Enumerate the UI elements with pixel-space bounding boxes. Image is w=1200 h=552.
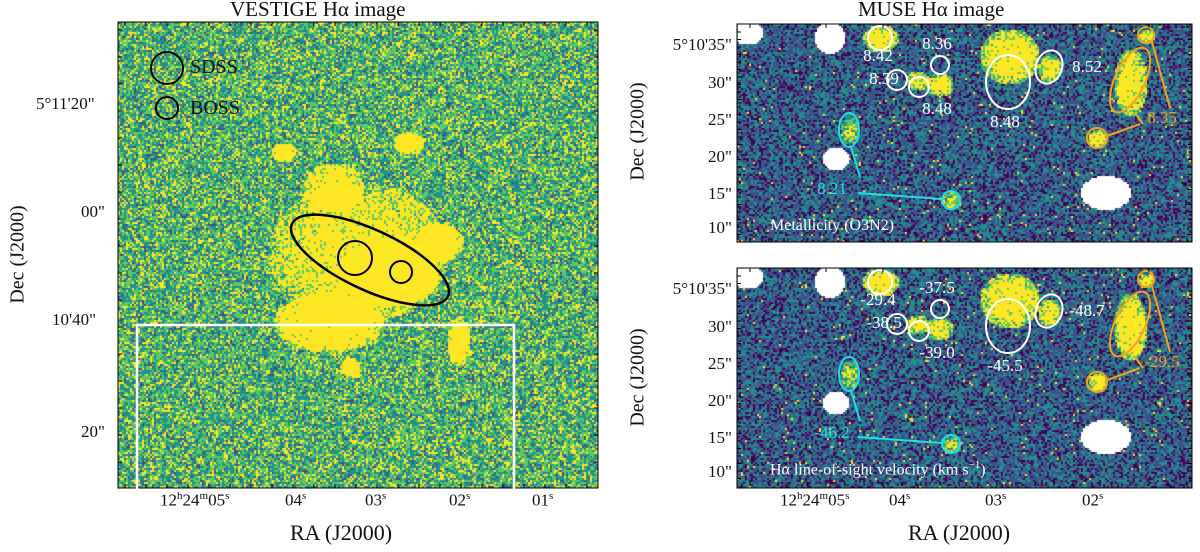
top-caption: Metallicity (O3N2) xyxy=(770,217,894,234)
region-label-e: -45.5 xyxy=(987,356,1023,375)
region-label-e: 8.48 xyxy=(990,112,1020,131)
leader-line-orange xyxy=(1134,112,1144,125)
top-frame xyxy=(736,23,1193,243)
region-circle-orange xyxy=(1137,270,1155,288)
region-label-a: 8.42 xyxy=(863,46,893,65)
region-circle-orange xyxy=(1086,371,1108,393)
region-label-f: -48.7 xyxy=(1069,301,1105,320)
region-ellipse-orange xyxy=(1108,46,1152,114)
region-ellipse xyxy=(1034,293,1064,329)
region-ellipse xyxy=(867,25,893,51)
legend-sdss-symbol xyxy=(150,51,184,85)
top-ylabel: Dec (J2000) xyxy=(626,82,649,181)
region-label-a: -29.4 xyxy=(860,290,896,309)
bottom-frame xyxy=(736,267,1193,489)
region-ellipse-orange xyxy=(1108,290,1152,358)
leader-line-cyan xyxy=(857,436,943,444)
right-title: MUSE Hα image xyxy=(858,0,1005,21)
boss-aperture xyxy=(389,260,413,284)
sdss-aperture xyxy=(337,240,373,276)
bottom-ylabel: Dec (J2000) xyxy=(626,328,649,427)
vestige-halpha-image xyxy=(118,22,598,488)
muse-footprint xyxy=(135,323,516,497)
region-circle-orange xyxy=(1086,127,1108,149)
region-label-c: -38.5 xyxy=(866,313,902,332)
right-ytick: 15" xyxy=(708,428,732,447)
region-ellipse xyxy=(867,269,893,295)
left-ytick: 00" xyxy=(81,202,105,221)
left-xtick: 01s xyxy=(532,490,554,510)
region-label-cyan: 8.21 xyxy=(817,179,847,198)
left-title: VESTIGE Hα image xyxy=(230,0,406,21)
region-ellipse xyxy=(1034,49,1064,85)
left-xtick: 03s xyxy=(365,490,387,510)
leader-line-orange xyxy=(1151,285,1171,353)
region-ellipse xyxy=(908,76,930,98)
slit-ellipse xyxy=(289,213,451,307)
right-xtick: 04s xyxy=(889,490,911,510)
region-label-orange: -29.5 xyxy=(1144,352,1180,371)
left-ytick: 10'40" xyxy=(52,310,97,329)
left-xtick: 02s xyxy=(449,490,471,510)
legend-boss-symbol xyxy=(155,96,179,120)
right-ytick: 10" xyxy=(708,218,732,237)
region-ellipse xyxy=(886,313,908,335)
leader-line-cyan xyxy=(850,146,861,178)
right-xtick: 02s xyxy=(1082,490,1104,510)
region-circle-cyan xyxy=(941,434,961,454)
leader-line-orange xyxy=(1106,123,1141,137)
region-label-b: -37.5 xyxy=(919,278,955,297)
right-ytick: 15" xyxy=(708,184,732,203)
right-ytick: 25" xyxy=(708,110,732,129)
legend-sdss-label: SDSS xyxy=(190,56,238,78)
right-ytick: 10" xyxy=(708,462,732,481)
region-ellipse-cyan xyxy=(838,112,860,148)
bottom-caption: Hα line-of-sight velocity (km s−1) xyxy=(770,459,986,479)
right-ytick: 5°10'35" xyxy=(672,35,732,54)
region-ellipse xyxy=(930,299,950,319)
left-ytick: 20" xyxy=(81,422,105,441)
region-ellipse xyxy=(886,69,908,91)
region-circle-orange xyxy=(1137,26,1155,44)
leader-line-cyan xyxy=(850,390,861,422)
right-xtick: 03s xyxy=(985,490,1007,510)
region-label-orange: 8.35 xyxy=(1147,108,1177,127)
right-xlabel: RA (J2000) xyxy=(908,520,1011,545)
region-ellipse xyxy=(908,320,930,342)
leader-line-orange xyxy=(1106,367,1141,381)
region-label-d: -39.0 xyxy=(919,343,955,362)
right-ytick: 20" xyxy=(708,391,732,410)
region-label-b: 8.36 xyxy=(922,34,952,53)
legend-boss-label: BOSS xyxy=(190,97,241,119)
leader-line-cyan xyxy=(857,192,943,200)
right-ytick: 5°10'35" xyxy=(672,279,732,298)
region-ellipse-cyan xyxy=(838,356,860,392)
region-ellipse xyxy=(930,55,950,75)
region-label-f: 8.52 xyxy=(1072,57,1102,76)
region-ellipse xyxy=(985,54,1031,110)
right-ytick: 20" xyxy=(708,147,732,166)
left-xlabel: RA (J2000) xyxy=(290,520,393,545)
right-ytick: 30" xyxy=(708,73,732,92)
right-xtick: 12h24m05s xyxy=(780,490,850,510)
left-ylabel: Dec (J2000) xyxy=(6,205,29,304)
leader-line-orange xyxy=(1134,356,1144,369)
left-ytick: 5°11'20" xyxy=(36,94,95,113)
leader-line-orange xyxy=(1151,41,1171,109)
right-ytick: 25" xyxy=(708,354,732,373)
left-xtick: 12h24m05s xyxy=(160,490,230,510)
region-label-d: 8.48 xyxy=(922,99,952,118)
muse-velocity-image xyxy=(737,268,1192,488)
region-label-cyan: -46.2 xyxy=(814,423,850,442)
region-ellipse xyxy=(985,298,1031,354)
left-frame xyxy=(117,21,599,489)
left-xtick: 04s xyxy=(285,490,307,510)
region-label-c: 8.39 xyxy=(869,69,899,88)
right-ytick: 30" xyxy=(708,317,732,336)
region-circle-cyan xyxy=(941,190,961,210)
